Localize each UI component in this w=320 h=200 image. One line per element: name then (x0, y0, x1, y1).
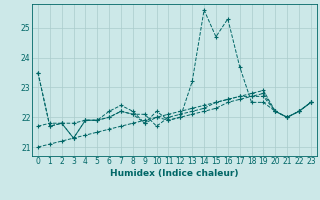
X-axis label: Humidex (Indice chaleur): Humidex (Indice chaleur) (110, 169, 239, 178)
